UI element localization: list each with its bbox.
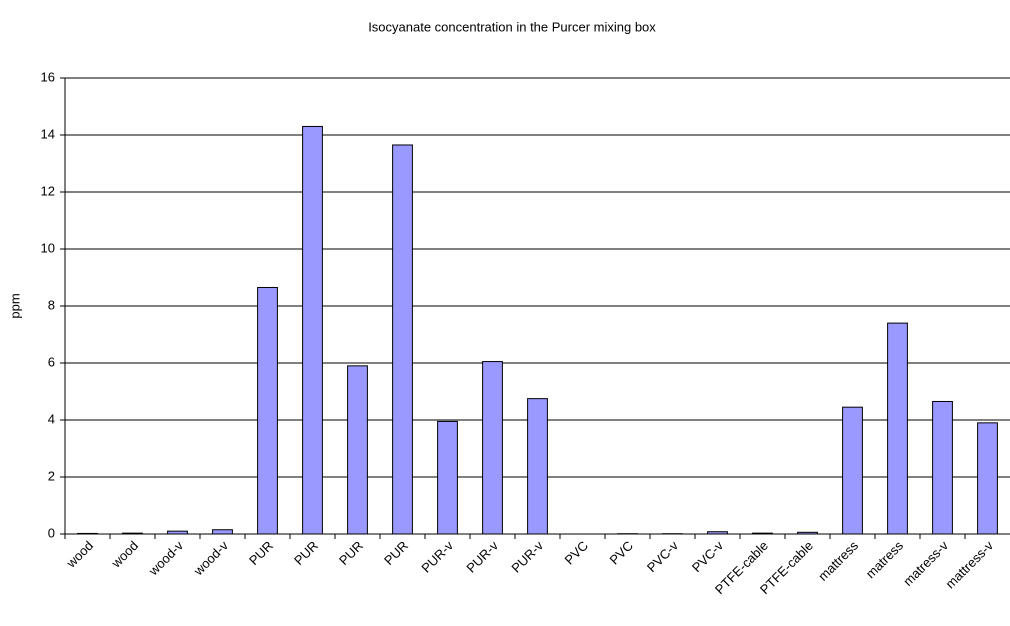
bar [347, 365, 368, 535]
y-axis-label: ppm [7, 293, 22, 318]
y-tick-label: 4 [48, 411, 55, 426]
bar [257, 286, 278, 535]
bar [392, 144, 413, 535]
y-tick-label: 6 [48, 354, 55, 369]
x-tick-label: PUR [246, 538, 276, 568]
x-tick-label: wood-v [145, 538, 186, 579]
x-tick-label: PVC [562, 538, 592, 568]
bar [842, 406, 863, 535]
x-tick-label: PUR-v [508, 538, 546, 576]
x-tick-label: PVC-v [644, 538, 682, 576]
x-tick-label: wood [63, 538, 96, 571]
x-tick-label: PUR [336, 538, 366, 568]
bar [437, 420, 458, 535]
y-tick-label: 0 [48, 525, 55, 540]
bar [932, 400, 953, 535]
x-tick-label: PUR-v [463, 538, 501, 576]
bar [212, 529, 233, 535]
x-tick-label: mattress-v [943, 538, 997, 592]
x-tick-label: matress [863, 538, 907, 582]
y-tick-label: 8 [48, 297, 55, 312]
y-tick-label: 2 [48, 468, 55, 483]
x-tick-label: wood-v [190, 538, 231, 579]
y-tick-label: 10 [41, 240, 55, 255]
x-tick-label: PUR-v [418, 538, 456, 576]
x-tick-label: PUR [291, 538, 321, 568]
bar [887, 322, 908, 535]
x-tick-label: mattress [815, 538, 861, 584]
y-tick-label: 16 [41, 69, 55, 84]
x-tick-label: PVC [607, 538, 637, 568]
bar [977, 422, 998, 535]
x-tick-label: PUR [381, 538, 411, 568]
y-tick-label: 12 [41, 183, 55, 198]
bar [482, 361, 503, 535]
bar [302, 125, 323, 535]
bar [527, 398, 548, 535]
x-tick-label: wood [108, 538, 141, 571]
chart-title: Isocyanate concentration in the Purcer m… [368, 19, 656, 34]
x-tick-label: PVC-v [689, 538, 727, 576]
y-tick-label: 14 [41, 126, 55, 141]
